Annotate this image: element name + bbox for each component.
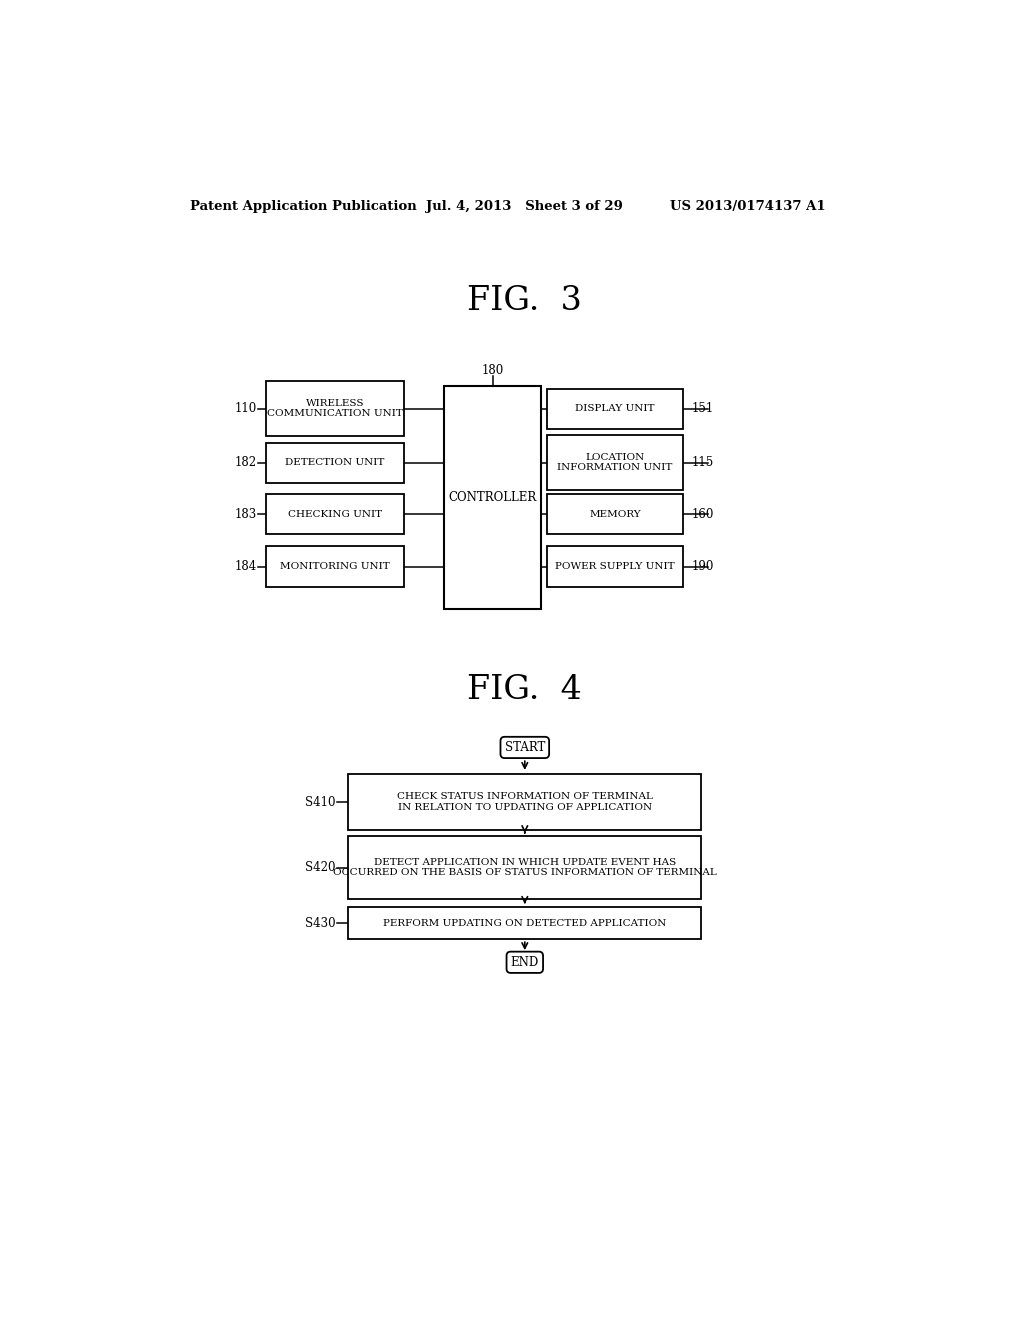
Text: 184: 184 <box>234 560 257 573</box>
Text: PERFORM UPDATING ON DETECTED APPLICATION: PERFORM UPDATING ON DETECTED APPLICATION <box>383 919 667 928</box>
Text: LOCATION
INFORMATION UNIT: LOCATION INFORMATION UNIT <box>557 453 673 473</box>
Text: CONTROLLER: CONTROLLER <box>449 491 537 504</box>
Text: WIRELESS
COMMUNICATION UNIT: WIRELESS COMMUNICATION UNIT <box>267 399 402 418</box>
Text: US 2013/0174137 A1: US 2013/0174137 A1 <box>671 199 826 213</box>
Text: Jul. 4, 2013   Sheet 3 of 29: Jul. 4, 2013 Sheet 3 of 29 <box>426 199 624 213</box>
Text: S420: S420 <box>305 861 335 874</box>
Text: 180: 180 <box>481 363 504 376</box>
Text: 160: 160 <box>691 508 714 520</box>
Text: DISPLAY UNIT: DISPLAY UNIT <box>575 404 654 413</box>
FancyBboxPatch shape <box>348 907 701 940</box>
FancyBboxPatch shape <box>266 381 403 437</box>
Text: DETECT APPLICATION IN WHICH UPDATE EVENT HAS
OCCURRED ON THE BASIS OF STATUS INF: DETECT APPLICATION IN WHICH UPDATE EVENT… <box>333 858 717 878</box>
FancyBboxPatch shape <box>444 385 541 609</box>
Text: 183: 183 <box>234 508 257 520</box>
Text: START: START <box>505 741 545 754</box>
Text: MEMORY: MEMORY <box>589 510 641 519</box>
Text: S410: S410 <box>305 796 335 809</box>
Text: 110: 110 <box>234 403 257 416</box>
Text: POWER SUPPLY UNIT: POWER SUPPLY UNIT <box>555 562 675 572</box>
Text: 182: 182 <box>234 455 257 469</box>
Text: FIG.  4: FIG. 4 <box>467 673 583 706</box>
FancyBboxPatch shape <box>348 775 701 830</box>
Text: 115: 115 <box>691 455 714 469</box>
Text: S430: S430 <box>305 916 335 929</box>
FancyBboxPatch shape <box>266 546 403 586</box>
Text: DETECTION UNIT: DETECTION UNIT <box>286 458 385 467</box>
Text: 151: 151 <box>691 403 714 416</box>
FancyBboxPatch shape <box>547 434 683 490</box>
FancyBboxPatch shape <box>547 494 683 535</box>
FancyBboxPatch shape <box>266 442 403 483</box>
Text: CHECK STATUS INFORMATION OF TERMINAL
IN RELATION TO UPDATING OF APPLICATION: CHECK STATUS INFORMATION OF TERMINAL IN … <box>397 792 652 812</box>
Text: END: END <box>511 956 539 969</box>
FancyBboxPatch shape <box>348 836 701 899</box>
Text: CHECKING UNIT: CHECKING UNIT <box>288 510 382 519</box>
FancyBboxPatch shape <box>266 494 403 535</box>
FancyBboxPatch shape <box>547 546 683 586</box>
Text: Patent Application Publication: Patent Application Publication <box>190 199 417 213</box>
FancyBboxPatch shape <box>547 388 683 429</box>
Text: 190: 190 <box>691 560 714 573</box>
Text: FIG.  3: FIG. 3 <box>467 285 583 317</box>
Text: MONITORING UNIT: MONITORING UNIT <box>280 562 390 572</box>
